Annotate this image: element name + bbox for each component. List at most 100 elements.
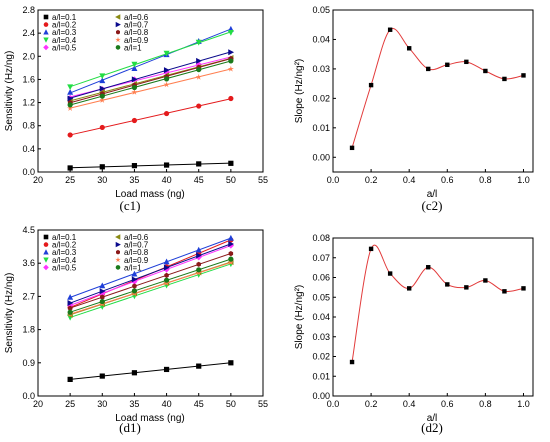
data-point	[227, 234, 234, 241]
fit-line	[70, 162, 231, 169]
legend-label: a/l=0.1	[52, 233, 77, 242]
y-tick-label: 0.02	[312, 352, 330, 362]
data-point	[131, 117, 138, 124]
x-tick-label: 40	[162, 175, 172, 185]
series-a/l=0.4	[67, 29, 234, 91]
series-a/l=0.7	[67, 49, 235, 102]
spline-curve	[351, 244, 524, 363]
data-point	[131, 276, 138, 283]
y-axis-label: Slope (Hz/ng²)	[294, 59, 305, 123]
series-a/l=0.8	[67, 56, 234, 106]
x-tick-label: 0.4	[403, 175, 416, 185]
x-tick-label: 50	[226, 175, 236, 185]
legend-marker	[43, 249, 49, 255]
data-point	[196, 267, 202, 273]
data-point	[67, 309, 73, 315]
series-a/l=0.3	[67, 25, 234, 95]
data-point	[131, 163, 138, 169]
legend-label: a/l=0.7	[124, 241, 149, 250]
x-tick-label: 35	[129, 399, 139, 409]
data-point	[132, 283, 137, 289]
legend-label: a/l=0.4	[52, 256, 77, 265]
data-point	[163, 279, 170, 286]
y-tick-label: 0.00	[312, 391, 330, 401]
data-point	[445, 282, 450, 287]
data-point	[195, 246, 202, 253]
data-point	[464, 59, 469, 65]
data-point	[99, 124, 105, 131]
legend-label: a/l=0.6	[124, 13, 149, 22]
legend-marker	[115, 36, 121, 43]
legend-label: a/l=1	[124, 263, 142, 272]
data-point	[163, 366, 170, 373]
series-a/l=0.3	[67, 234, 234, 300]
fit-line	[69, 258, 232, 313]
fit-line	[70, 58, 231, 104]
legend-marker	[115, 14, 121, 20]
data-point	[67, 102, 73, 108]
data-point	[195, 269, 202, 276]
data-point	[228, 49, 235, 56]
x-tick-label: 1.0	[517, 399, 530, 409]
x-tick-label: 25	[65, 175, 75, 185]
series-a/l=0.1	[67, 360, 234, 382]
x-tick-label: 45	[194, 399, 204, 409]
data-point	[163, 67, 170, 74]
data-point	[483, 278, 488, 283]
data-point	[228, 95, 234, 102]
y-tick-label: 0.00	[312, 152, 330, 162]
legend-label: a/l=0.7	[124, 21, 149, 30]
legend-label: a/l=1	[124, 43, 142, 52]
series-a/l=0.8	[67, 251, 234, 311]
panel-label: (c1)	[120, 198, 141, 213]
data-point	[99, 373, 105, 379]
data-point	[464, 285, 469, 290]
y-tick-label: 2.0	[22, 51, 35, 61]
y-axis-label: Sensitivity (Hz/ng)	[4, 51, 15, 132]
legend-label: a/l=0.5	[52, 263, 77, 272]
data-point	[131, 76, 138, 83]
data-point	[349, 359, 355, 365]
legend: a/l=0.1a/l=0.2a/l=0.3a/l=0.4a/l=0.5 a/l=0…	[43, 13, 149, 52]
x-axis-label: a/l	[427, 413, 438, 424]
legend-label: a/l=0.3	[52, 248, 77, 257]
x-tick-label: 25	[65, 399, 75, 409]
data-point	[99, 282, 106, 289]
legend-marker	[43, 37, 49, 43]
y-tick-label: 0.06	[312, 273, 330, 283]
chart-c2: 0.0 0.2 0.4 0.6 0.8 1.0 0.00 0.01 0.02 0.03 0.04 0.…	[294, 5, 534, 213]
data-point	[99, 164, 105, 170]
data-point	[521, 73, 526, 78]
data-point	[163, 81, 170, 88]
legend-marker	[115, 21, 121, 28]
data-point	[131, 65, 138, 72]
y-tick-label: 0.8	[22, 121, 35, 131]
x-tick-label: 0.0	[327, 399, 340, 409]
data-point	[227, 259, 234, 266]
legend-label: a/l=0.8	[124, 248, 149, 257]
data-point	[228, 160, 234, 166]
data-point	[131, 288, 138, 294]
legend-marker	[115, 241, 121, 248]
data-point	[228, 241, 235, 248]
legend-marker	[43, 264, 49, 271]
data-point	[368, 246, 374, 252]
y-tick-label: 0.01	[312, 123, 330, 133]
fit-line	[70, 362, 231, 380]
data-point	[131, 278, 138, 285]
x-tick-label: 55	[258, 399, 268, 409]
data-point	[67, 95, 74, 102]
x-tick-label: 35	[129, 175, 139, 185]
data-point	[67, 300, 74, 307]
plot-frame	[332, 9, 534, 173]
x-tick-label: 0.6	[441, 399, 454, 409]
legend-marker	[43, 257, 49, 263]
data-point	[99, 93, 105, 99]
x-axis-label: Load mass (ng)	[115, 189, 184, 200]
y-axis-label: Slope (Hz/ng²)	[294, 285, 305, 349]
data-point	[406, 286, 412, 291]
legend-marker	[116, 249, 120, 255]
y-tick-label: 4.5	[22, 225, 35, 235]
y-tick-label: 0.01	[312, 371, 330, 381]
